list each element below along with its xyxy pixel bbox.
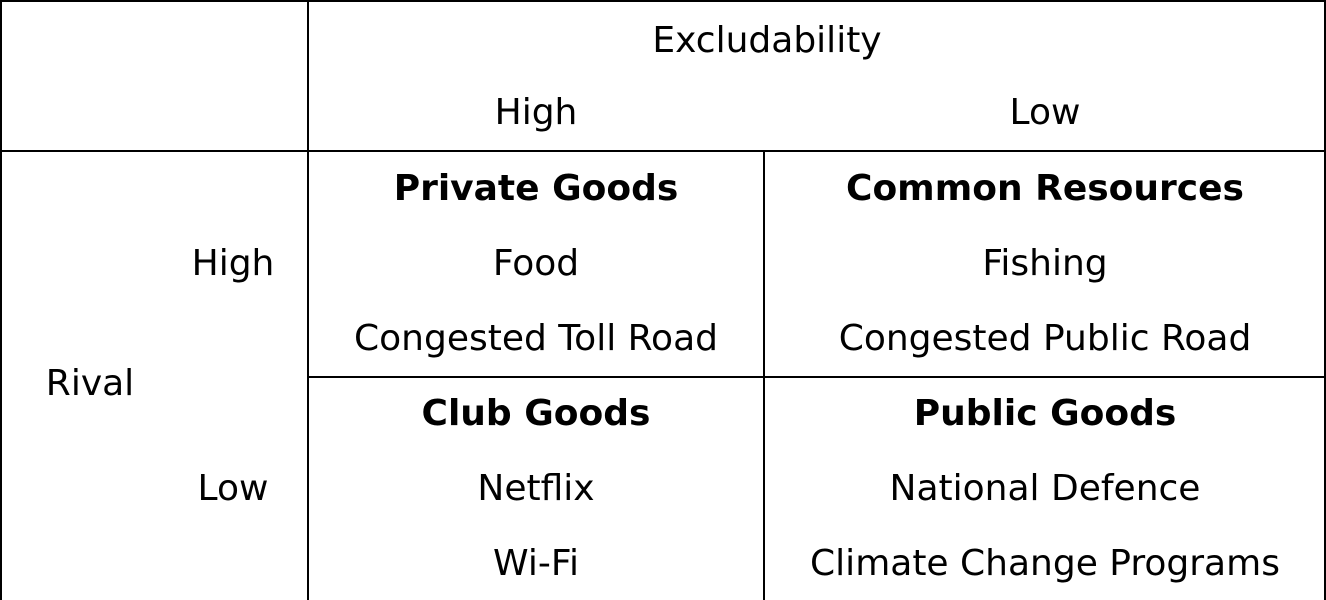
- common-resources-example: Fishing: [982, 243, 1108, 284]
- public-goods-title: Public Goods: [913, 393, 1177, 434]
- public-goods-example: National Defence: [889, 468, 1201, 509]
- rival-row-separator: [308, 376, 1326, 378]
- excludability-header: Excludability: [652, 20, 882, 61]
- border-left: [0, 0, 2, 600]
- public-goods-example: Climate Change Programs: [810, 543, 1280, 584]
- rival-label: Rival: [45, 363, 135, 404]
- rival-high-label: High: [191, 243, 275, 284]
- row-label-column-separator: [307, 0, 309, 600]
- excludability-low-label: Low: [1009, 92, 1081, 133]
- border-top: [0, 0, 1326, 2]
- common-resources-title: Common Resources: [846, 168, 1244, 209]
- header-row-separator: [0, 150, 1326, 152]
- excludability-column-separator: [763, 151, 765, 600]
- club-goods-example: Netflix: [477, 468, 595, 509]
- club-goods-example: Wi-Fi: [493, 543, 579, 584]
- rival-low-label: Low: [197, 468, 269, 509]
- private-goods-title: Private Goods: [393, 168, 679, 209]
- border-right: [1324, 0, 1326, 600]
- private-goods-example: Food: [492, 243, 580, 284]
- excludability-high-label: High: [494, 92, 578, 133]
- private-goods-example: Congested Toll Road: [354, 318, 718, 359]
- club-goods-title: Club Goods: [421, 393, 651, 434]
- common-resources-example: Congested Public Road: [838, 318, 1252, 359]
